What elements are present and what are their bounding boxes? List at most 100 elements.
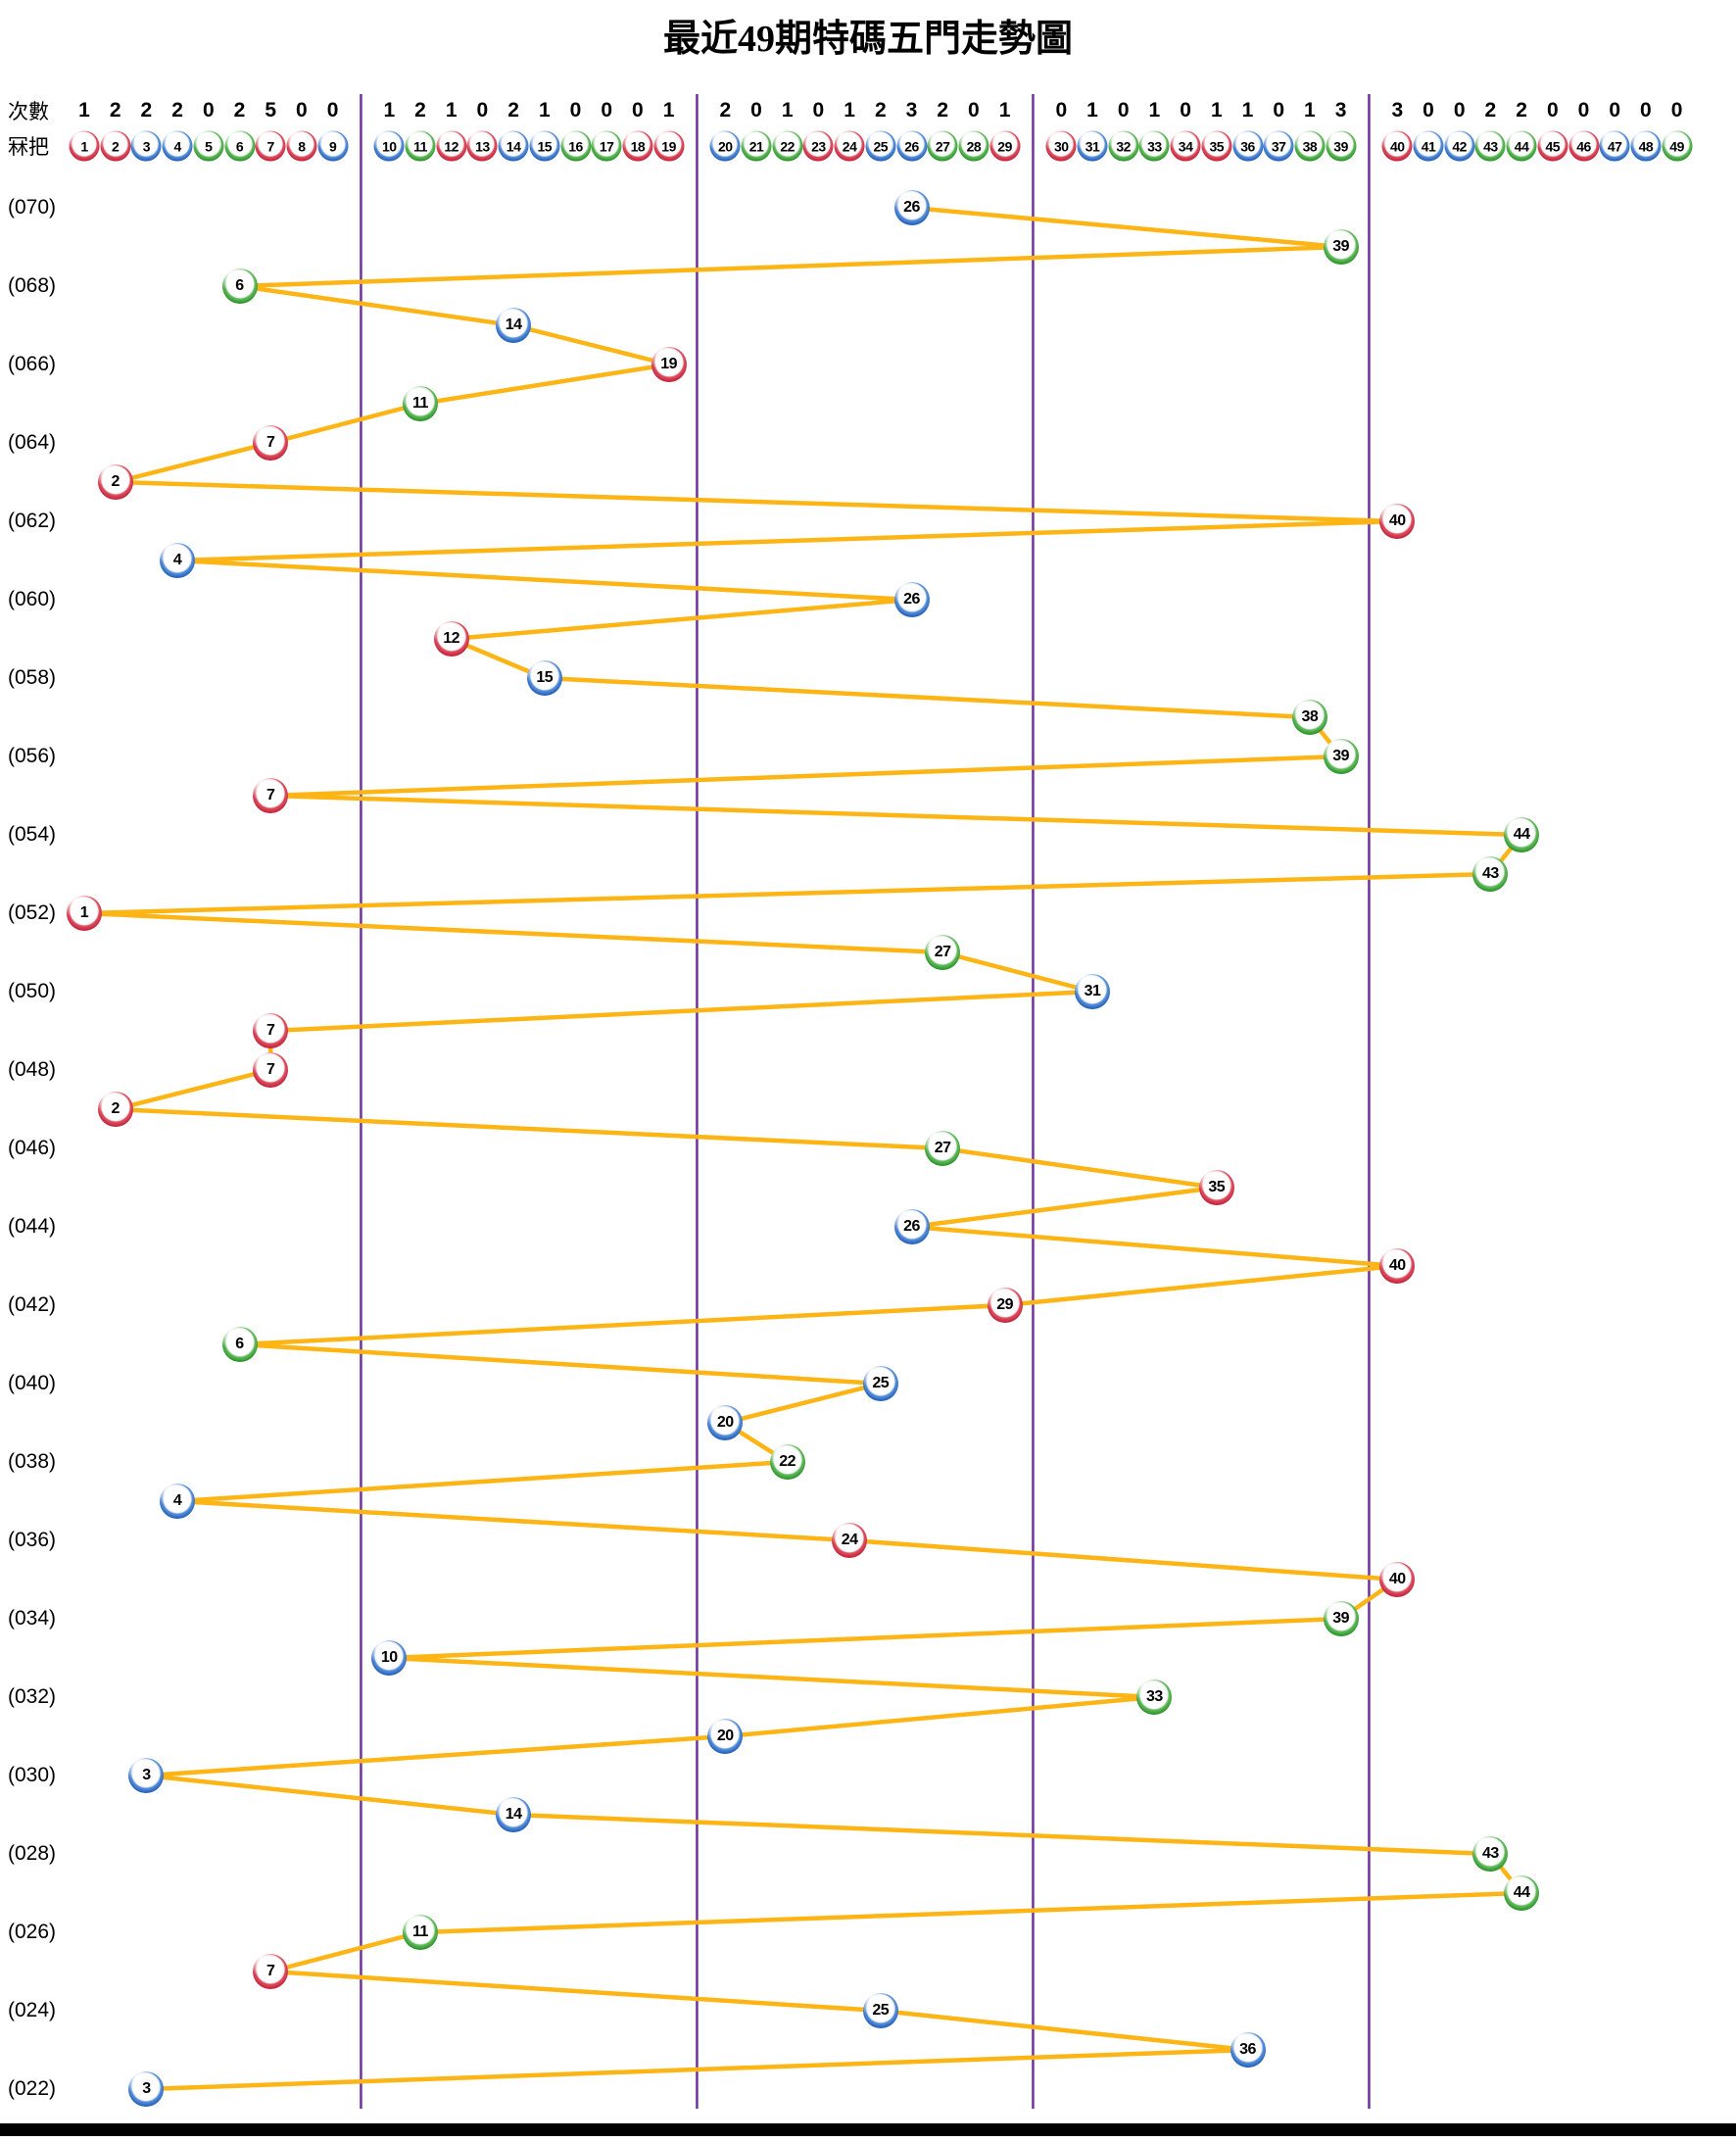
period-label-036: (036)	[8, 1529, 57, 1551]
count-value-8: 0	[296, 99, 308, 122]
header-ball-29: 29	[989, 130, 1021, 162]
count-value-39: 3	[1334, 99, 1347, 122]
period-label-022: (022)	[8, 2077, 57, 2100]
data-ball-period-032: 33	[1136, 1680, 1173, 1715]
count-value-15: 1	[538, 99, 551, 122]
count-value-19: 1	[662, 99, 675, 122]
count-value-14: 2	[507, 99, 519, 122]
data-ball-period-041: 6	[221, 1327, 258, 1362]
count-value-20: 2	[719, 99, 732, 122]
data-ball-period-046: 27	[925, 1131, 961, 1166]
header-ball-5: 5	[193, 130, 224, 162]
header-ball-41: 41	[1413, 130, 1444, 162]
period-label-054: (054)	[8, 823, 57, 846]
count-value-44: 2	[1516, 99, 1527, 122]
header-ball-27: 27	[927, 130, 958, 162]
header-ball-44: 44	[1506, 130, 1537, 162]
header-ball-39: 39	[1326, 130, 1357, 162]
data-ball-period-052: 1	[67, 896, 102, 931]
data-ball-period-062: 40	[1379, 504, 1416, 539]
header-ball-2: 2	[100, 130, 131, 162]
header-ball-10: 10	[373, 130, 405, 162]
count-value-6: 2	[233, 99, 246, 122]
count-value-33: 1	[1148, 99, 1161, 122]
data-ball-period-039: 20	[707, 1405, 744, 1440]
period-label-062: (062)	[8, 510, 57, 532]
data-ball-period-036: 24	[832, 1523, 868, 1558]
period-label-070: (070)	[8, 196, 57, 219]
period-label-066: (066)	[8, 353, 57, 375]
count-value-45: 0	[1546, 99, 1559, 122]
data-ball-period-058: 15	[526, 660, 562, 696]
period-label-028: (028)	[8, 1842, 57, 1865]
data-ball-period-064: 7	[253, 425, 289, 461]
data-ball-period-040: 25	[862, 1366, 898, 1401]
trend-line	[81, 205, 1524, 2092]
data-ball-period-050: 31	[1075, 974, 1110, 1009]
header-ball-33: 33	[1138, 130, 1170, 162]
header-ball-22: 22	[772, 130, 803, 162]
data-ball-period-042: 29	[987, 1288, 1023, 1323]
header-ball-30: 30	[1045, 130, 1077, 162]
header-ball-15: 15	[529, 130, 560, 162]
count-value-30: 0	[1055, 99, 1068, 122]
chart-title: 最近49期特碼五門走勢圖	[662, 19, 1073, 60]
data-ball-period-065: 11	[403, 386, 438, 421]
header-ball-1: 1	[69, 130, 100, 162]
header-ball-40: 40	[1381, 130, 1413, 162]
data-ball-period-022: 3	[128, 2071, 165, 2107]
data-ball-period-055: 7	[253, 778, 289, 813]
data-ball-period-043: 40	[1379, 1248, 1416, 1284]
header-ball-49: 49	[1662, 130, 1693, 162]
header-ball-23: 23	[802, 130, 834, 162]
data-ball-period-029: 14	[496, 1797, 532, 1832]
period-label-026: (026)	[8, 1921, 57, 1943]
count-value-36: 1	[1241, 99, 1254, 122]
count-value-40: 3	[1391, 99, 1404, 122]
count-value-10: 1	[383, 99, 396, 122]
data-ball-period-069: 39	[1323, 229, 1359, 265]
count-value-1: 1	[78, 99, 90, 122]
header-ball-6: 6	[224, 130, 255, 162]
count-value-46: 0	[1577, 99, 1590, 122]
header-ball-4: 4	[162, 130, 193, 162]
count-value-42: 0	[1453, 99, 1466, 122]
count-value-31: 1	[1086, 99, 1098, 122]
data-ball-period-034: 39	[1323, 1601, 1359, 1636]
period-label-034: (034)	[8, 1607, 57, 1630]
header-ball-12: 12	[436, 130, 467, 162]
period-label-024: (024)	[8, 1999, 57, 2021]
bottom-bar	[0, 2123, 1736, 2136]
header-ball-46: 46	[1568, 130, 1599, 162]
data-ball-period-028: 43	[1472, 1836, 1509, 1872]
header-ball-9: 9	[317, 130, 349, 162]
count-value-23: 0	[812, 99, 825, 122]
data-ball-period-059: 12	[433, 621, 469, 657]
header-ball-35: 35	[1201, 130, 1232, 162]
data-ball-period-027: 44	[1504, 1875, 1540, 1911]
period-label-046: (046)	[8, 1137, 57, 1159]
data-ball-period-035: 40	[1379, 1562, 1416, 1597]
count-value-22: 1	[781, 99, 794, 122]
data-ball-period-047: 2	[97, 1092, 133, 1127]
header-ball-48: 48	[1630, 130, 1662, 162]
data-ball-period-061: 4	[160, 543, 196, 578]
count-value-28: 0	[968, 99, 980, 122]
count-value-17: 0	[601, 99, 613, 122]
data-ball-period-045: 35	[1198, 1170, 1234, 1205]
period-label-042: (042)	[8, 1293, 57, 1316]
count-value-47: 0	[1609, 99, 1621, 122]
header-ball-42: 42	[1444, 130, 1475, 162]
header-ball-34: 34	[1170, 130, 1201, 162]
header-ball-24: 24	[834, 130, 865, 162]
data-ball-period-053: 43	[1472, 856, 1509, 892]
count-value-32: 0	[1117, 99, 1130, 122]
data-ball-period-056: 39	[1323, 739, 1359, 774]
count-value-16: 0	[569, 99, 582, 122]
period-label-056: (056)	[8, 745, 57, 767]
count-value-18: 0	[632, 99, 644, 122]
count-value-5: 0	[202, 99, 215, 122]
period-label-048: (048)	[8, 1058, 57, 1081]
count-value-7: 5	[265, 99, 277, 122]
